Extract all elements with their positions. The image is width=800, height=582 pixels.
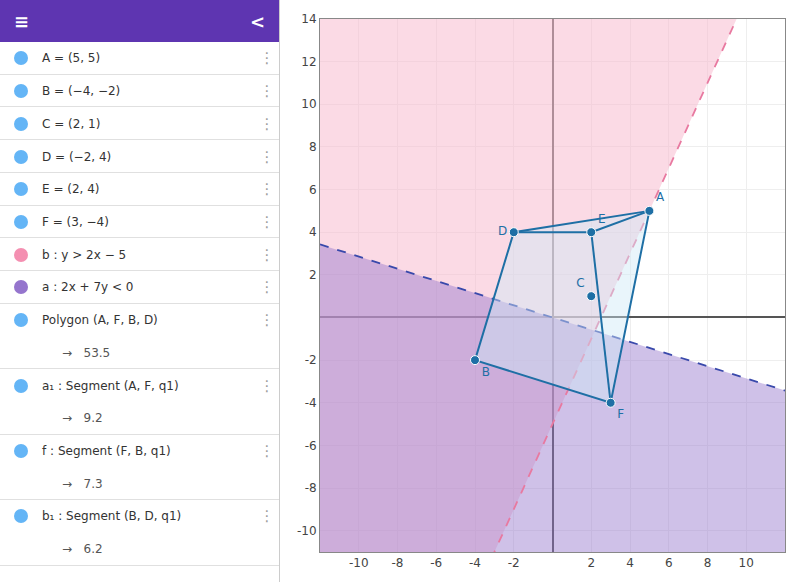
html-text:F = (3, −4): F = (3, −4) (42, 215, 109, 229)
html-text:→ 9.2: → 9.2 (62, 411, 103, 426)
svg-text:-2: -2 (305, 353, 317, 367)
svg-text:-10: -10 (297, 524, 317, 538)
svg-text:-8: -8 (392, 556, 404, 570)
svg-text:D: D (498, 224, 507, 238)
svg-text:-2: -2 (508, 556, 520, 570)
svg-text:10: 10 (301, 97, 316, 111)
svg-text:6: 6 (309, 183, 317, 197)
html-text:C = (2, 1): C = (2, 1) (42, 116, 101, 131)
svg-text:6: 6 (665, 556, 673, 570)
html-text:Polygon (A, F, B, D): Polygon (A, F, B, D) (42, 313, 158, 328)
svg-text:-4: -4 (469, 556, 481, 570)
svg-text:2: 2 (587, 556, 595, 570)
svg-text:B: B (482, 365, 490, 379)
svg-text:F: F (617, 407, 624, 421)
svg-text:8: 8 (309, 140, 317, 154)
svg-text:-6: -6 (305, 439, 317, 453)
html-text:D = (−2, 4): D = (−2, 4) (42, 149, 112, 164)
html-text:a : 2x + 7y < 0: a : 2x + 7y < 0 (42, 280, 134, 295)
svg-text:-6: -6 (430, 556, 442, 570)
html-text:E = (2, 4): E = (2, 4) (42, 182, 100, 197)
svg-text:-10: -10 (349, 556, 369, 570)
svg-text:2: 2 (309, 268, 317, 282)
html-text:→ 7.3: → 7.3 (62, 476, 103, 491)
html-text:→ 53.5: → 53.5 (62, 345, 111, 360)
html-text:b : y > 2x − 5: b : y > 2x − 5 (42, 247, 127, 262)
svg-text:E: E (598, 212, 606, 226)
html-text:A = (5, 5): A = (5, 5) (42, 51, 101, 66)
svg-text:8: 8 (704, 556, 712, 570)
svg-text:A: A (656, 190, 665, 204)
svg-text:14: 14 (301, 12, 316, 26)
svg-text:4: 4 (309, 225, 317, 239)
html-text:→ 6.2: → 6.2 (62, 542, 103, 557)
html-text:B = (−4, −2): B = (−4, −2) (42, 84, 121, 99)
svg-text:4: 4 (626, 556, 634, 570)
svg-text:12: 12 (301, 55, 316, 69)
svg-text:10: 10 (739, 556, 754, 570)
svg-text:-8: -8 (305, 481, 317, 495)
svg-text:-4: -4 (305, 396, 317, 410)
html-text:b₁ : Segment (B, D, q1): b₁ : Segment (B, D, q1) (42, 509, 182, 524)
svg-text:C: C (576, 276, 584, 290)
html-text:a₁ : Segment (A, F, q1): a₁ : Segment (A, F, q1) (42, 378, 179, 393)
html-text:f : Segment (F, B, q1): f : Segment (F, B, q1) (42, 444, 171, 458)
